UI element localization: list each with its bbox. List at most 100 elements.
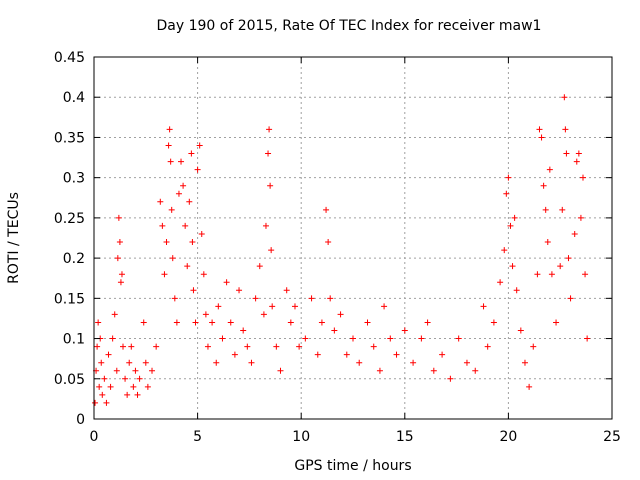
data-point bbox=[507, 222, 514, 229]
data-point bbox=[490, 319, 497, 326]
data-point bbox=[530, 343, 537, 350]
data-point bbox=[418, 335, 425, 342]
data-point bbox=[323, 206, 330, 213]
data-point bbox=[559, 206, 566, 213]
y-axis-label: ROTI / TECUs bbox=[6, 192, 22, 284]
data-point bbox=[132, 367, 139, 374]
data-point bbox=[548, 271, 555, 278]
data-point bbox=[196, 142, 203, 149]
y-tick-label: 0.05 bbox=[54, 372, 85, 388]
data-point bbox=[291, 303, 298, 310]
data-point bbox=[430, 367, 437, 374]
data-point bbox=[219, 335, 226, 342]
data-point bbox=[117, 279, 124, 286]
x-tick-label: 5 bbox=[193, 429, 202, 445]
chart-title: Day 190 of 2015, Rate Of TEC Index for r… bbox=[157, 18, 542, 34]
data-point bbox=[124, 391, 131, 398]
data-point bbox=[244, 343, 251, 350]
data-point bbox=[381, 303, 388, 310]
data-point bbox=[463, 359, 470, 366]
data-point bbox=[113, 367, 120, 374]
data-point bbox=[186, 198, 193, 205]
data-point bbox=[136, 375, 143, 382]
data-point bbox=[192, 319, 199, 326]
data-point bbox=[178, 158, 185, 165]
data-point bbox=[546, 166, 553, 173]
data-point bbox=[538, 134, 545, 141]
data-point bbox=[149, 367, 156, 374]
y-tick-label: 0.45 bbox=[54, 50, 85, 66]
x-tick-label: 20 bbox=[499, 429, 517, 445]
data-point bbox=[505, 174, 512, 181]
data-point bbox=[318, 319, 325, 326]
data-point bbox=[287, 319, 294, 326]
y-tick-label: 0.4 bbox=[63, 90, 85, 106]
y-tick-label: 0.35 bbox=[54, 130, 85, 146]
data-point bbox=[517, 327, 524, 334]
data-point bbox=[168, 206, 175, 213]
data-point bbox=[364, 319, 371, 326]
data-layer bbox=[92, 94, 591, 406]
data-point bbox=[513, 287, 520, 294]
data-point bbox=[198, 230, 205, 237]
data-point bbox=[544, 239, 551, 246]
data-point bbox=[573, 158, 580, 165]
data-point bbox=[182, 222, 189, 229]
data-point bbox=[521, 359, 528, 366]
data-point bbox=[337, 311, 344, 318]
data-point bbox=[277, 367, 284, 374]
data-point bbox=[105, 351, 112, 358]
data-point bbox=[118, 271, 125, 278]
data-point bbox=[497, 279, 504, 286]
data-point bbox=[134, 391, 141, 398]
data-point bbox=[302, 335, 309, 342]
data-point bbox=[325, 239, 332, 246]
data-point bbox=[240, 327, 247, 334]
data-point bbox=[204, 343, 211, 350]
data-point bbox=[94, 343, 101, 350]
data-point bbox=[563, 150, 570, 157]
data-point bbox=[189, 239, 196, 246]
data-point bbox=[455, 335, 462, 342]
plot-frame bbox=[93, 56, 613, 420]
data-point bbox=[571, 230, 578, 237]
data-point bbox=[109, 335, 116, 342]
data-point bbox=[268, 247, 275, 254]
data-point bbox=[200, 271, 207, 278]
data-point bbox=[350, 335, 356, 342]
x-tick-label: 15 bbox=[396, 429, 414, 445]
data-point bbox=[231, 351, 238, 358]
data-point bbox=[140, 319, 147, 326]
y-tick-label: 0.15 bbox=[54, 291, 85, 307]
data-point bbox=[120, 343, 127, 350]
data-point bbox=[447, 375, 454, 382]
x-axis-label: GPS time / hours bbox=[294, 458, 411, 474]
x-tick-label: 10 bbox=[292, 429, 310, 445]
data-point bbox=[265, 150, 272, 157]
data-point bbox=[534, 271, 541, 278]
data-point bbox=[308, 295, 315, 302]
data-point bbox=[557, 263, 564, 270]
data-point bbox=[511, 214, 518, 221]
data-point bbox=[410, 359, 417, 366]
data-point bbox=[161, 271, 168, 278]
data-point bbox=[159, 222, 166, 229]
data-point bbox=[387, 335, 394, 342]
data-point bbox=[262, 222, 269, 229]
y-tick-label: 0.25 bbox=[54, 211, 85, 227]
data-point bbox=[209, 319, 216, 326]
data-point bbox=[273, 343, 280, 350]
data-point bbox=[92, 399, 99, 406]
data-point bbox=[236, 287, 243, 294]
data-point bbox=[252, 295, 259, 302]
data-point bbox=[163, 239, 170, 246]
data-point bbox=[173, 319, 180, 326]
data-point bbox=[128, 343, 135, 350]
data-point bbox=[376, 367, 383, 374]
y-tick-label: 0.3 bbox=[63, 171, 85, 187]
data-point bbox=[166, 126, 173, 133]
data-point bbox=[536, 126, 543, 133]
data-point bbox=[269, 303, 276, 310]
data-point bbox=[213, 359, 220, 366]
